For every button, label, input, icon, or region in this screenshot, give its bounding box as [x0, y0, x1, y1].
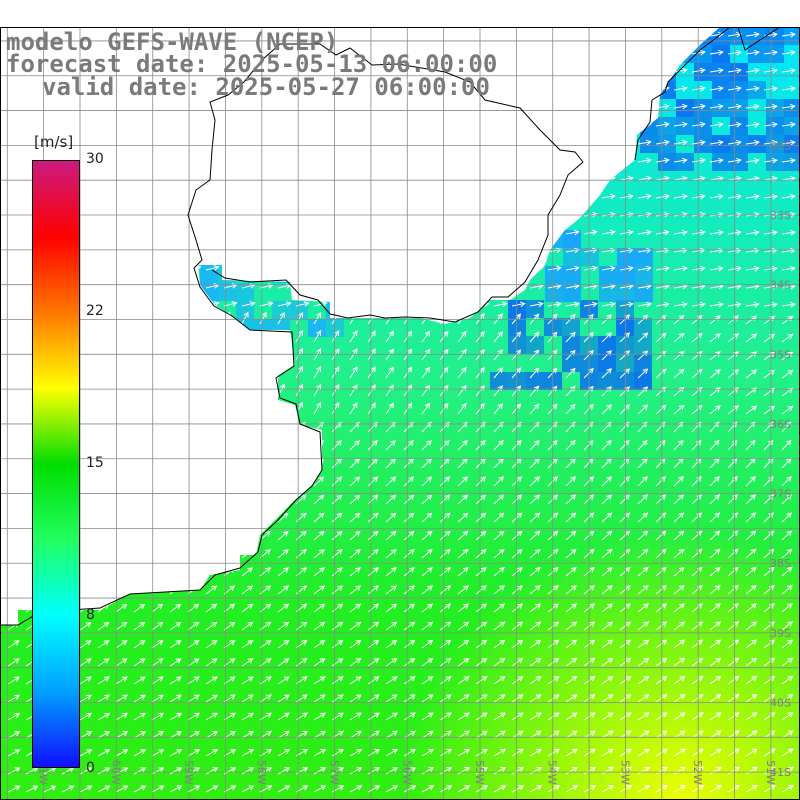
lon-tick-label: 60W: [109, 760, 122, 785]
colorbar: [32, 160, 80, 768]
lon-tick-label: 51W: [764, 760, 777, 785]
low-wind-cell: [634, 354, 652, 372]
colorbar-tick: 8: [86, 607, 95, 623]
low-wind-cell: [676, 117, 694, 135]
low-wind-cell: [658, 153, 676, 171]
lat-tick-label: 40S: [770, 697, 791, 710]
lat-tick-label: 39S: [770, 627, 791, 640]
low-wind-cell: [616, 318, 634, 336]
low-wind-cell: [676, 99, 694, 117]
lon-tick-label: 58W: [255, 760, 268, 785]
colorbar-tick-max: 30: [86, 151, 104, 167]
lat-tick-label: 34S: [770, 279, 791, 292]
low-wind-cell: [598, 372, 616, 390]
lon-tick-label: 55W: [473, 760, 486, 785]
colorbar-tick: 22: [86, 303, 104, 319]
lon-tick-label: 59W: [182, 760, 195, 785]
colorbar-tick-min: 0: [86, 760, 95, 776]
lon-tick-label: 52W: [691, 760, 704, 785]
valid-date: valid date: 2025-05-27 06:00:00: [42, 75, 490, 99]
low-wind-cell: [658, 117, 676, 135]
lon-tick-label: 54W: [546, 760, 559, 785]
low-wind-cell: [640, 135, 658, 153]
lon-tick-label: 57W: [328, 760, 341, 785]
lat-tick-label: 32S: [770, 139, 791, 152]
low-wind-cell: [616, 336, 634, 354]
lon-tick-label: 53W: [618, 760, 631, 785]
low-wind-cell: [616, 354, 634, 372]
low-wind-cell: [326, 319, 344, 337]
lat-tick-label: 37S: [770, 488, 791, 501]
lat-tick-label: 35S: [770, 348, 791, 361]
low-wind-cell: [598, 354, 616, 372]
low-wind-cell: [634, 336, 652, 354]
lat-tick-label: 36S: [770, 418, 791, 431]
low-wind-cell: [616, 372, 634, 390]
low-wind-cell: [658, 135, 676, 153]
low-wind-cell: [676, 153, 694, 171]
low-wind-cell: [598, 336, 616, 354]
low-wind-cell: [308, 319, 326, 337]
low-wind-cell: [634, 372, 652, 390]
lat-tick-label: 38S: [770, 557, 791, 570]
low-wind-cell: [634, 318, 652, 336]
low-wind-cell: [616, 300, 634, 318]
lat-tick-label: 33S: [770, 209, 791, 222]
colorbar-tick: 15: [86, 455, 104, 471]
colorbar-unit: [m/s]: [34, 133, 73, 151]
lon-tick-label: 56W: [400, 760, 413, 785]
